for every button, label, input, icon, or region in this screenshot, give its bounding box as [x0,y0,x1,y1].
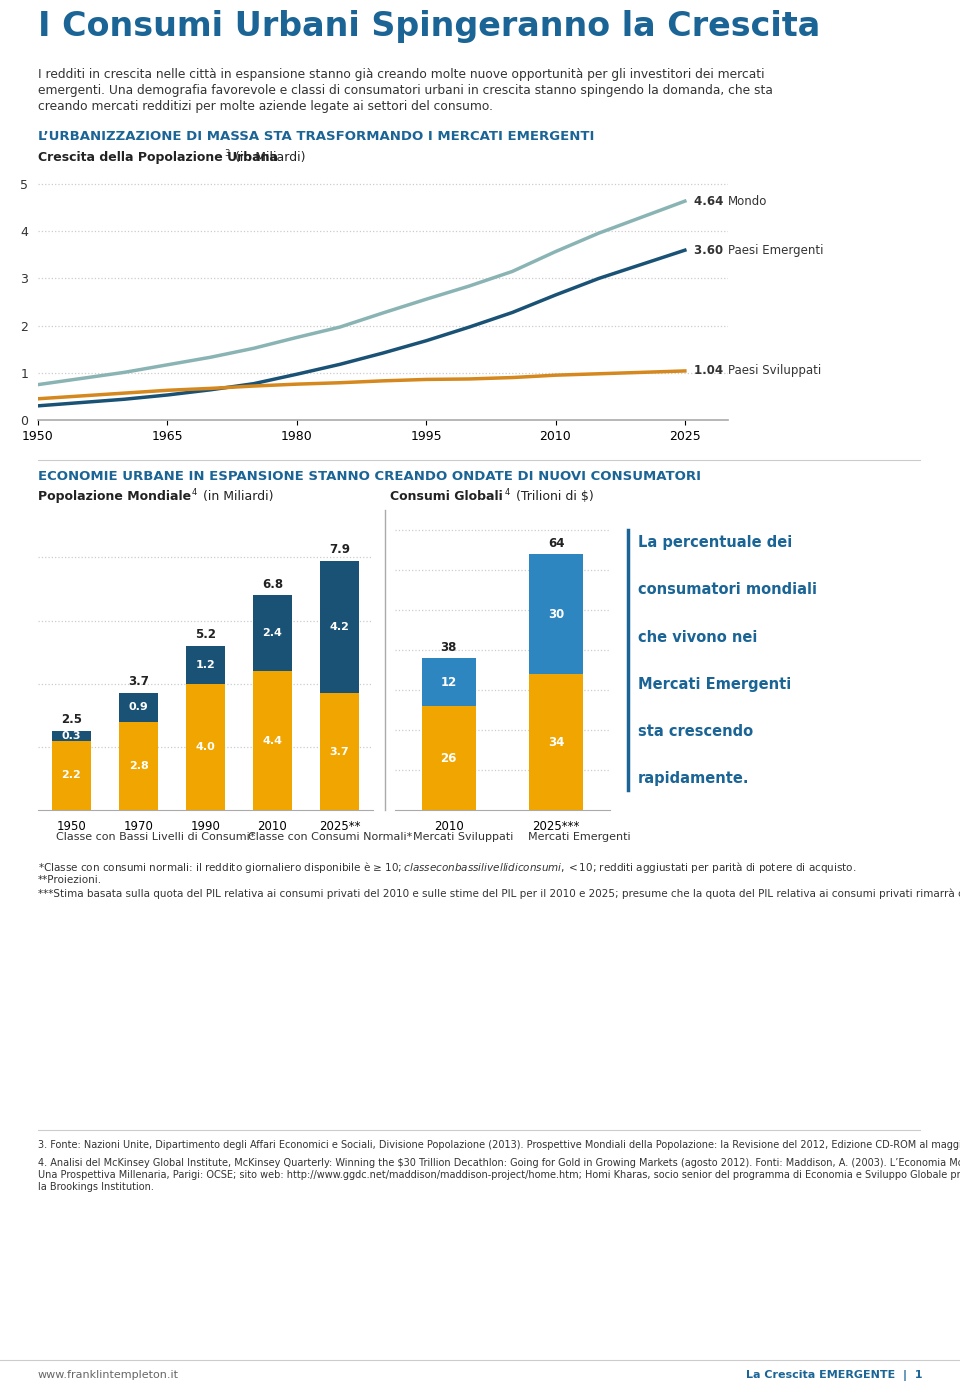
Text: 12: 12 [441,676,457,689]
Text: *Classe con consumi normali: il reddito giornaliero disponibile è ≥ $10; classe : *Classe con consumi normali: il reddito … [38,860,856,875]
Bar [253,671,292,810]
Text: 3.7: 3.7 [128,676,149,689]
Text: 4. Analisi del McKinsey Global Institute, McKinsey Quarterly: Winning the $30 Tr: 4. Analisi del McKinsey Global Institute… [38,1158,960,1168]
Text: (in Miliardi): (in Miliardi) [231,151,305,164]
Text: 1.04: 1.04 [693,364,731,378]
Text: L’URBANIZZAZIONE DI MASSA STA TRASFORMANDO I MERCATI EMERGENTI: L’URBANIZZAZIONE DI MASSA STA TRASFORMAN… [38,130,594,144]
Text: La percentuale dei: La percentuale dei [638,535,792,551]
Text: emergenti. Una demografia favorevole e classi di consumatori urbani in crescita : emergenti. Una demografia favorevole e c… [38,84,773,98]
Text: 3: 3 [224,149,229,158]
Text: ***Stima basata sulla quota del PIL relativa ai consumi privati del 2010 e sulle: ***Stima basata sulla quota del PIL rela… [38,888,960,899]
Text: 0.3: 0.3 [61,730,82,740]
Text: La Crescita EMERGENTE  |  1: La Crescita EMERGENTE | 1 [746,1370,922,1381]
Text: 4.0: 4.0 [196,742,215,751]
Text: 2.4: 2.4 [263,629,282,638]
Text: 2.8: 2.8 [129,761,149,771]
Bar [119,693,158,722]
Text: Mercati Emergenti: Mercati Emergenti [528,832,631,842]
Text: 4.4: 4.4 [262,736,282,746]
Text: Mondo: Mondo [728,195,767,208]
Text: Popolazione Mondiale: Popolazione Mondiale [38,491,191,503]
Text: **Proiezioni.: **Proiezioni. [38,875,102,885]
Text: 4.64: 4.64 [693,195,732,208]
Text: 3.60: 3.60 [693,244,731,256]
Text: 0.9: 0.9 [129,703,149,712]
Text: Paesi Sviluppati: Paesi Sviluppati [728,364,821,378]
Bar [421,658,475,705]
Text: 34: 34 [548,736,564,749]
Text: 4: 4 [192,488,197,498]
Text: 1.2: 1.2 [196,659,215,669]
Text: Una Prospettiva Millenaria, Parigi: OCSE; sito web: http://www.ggdc.net/maddison: Una Prospettiva Millenaria, Parigi: OCSE… [38,1170,960,1179]
Text: creando mercati redditizi per molte aziende legate ai settori del consumo.: creando mercati redditizi per molte azie… [38,100,493,113]
Text: consumatori mondiali: consumatori mondiali [638,583,817,597]
Bar [186,645,225,683]
Text: Mercati Emergenti: Mercati Emergenti [638,677,791,691]
Text: (Trilioni di $): (Trilioni di $) [512,491,593,503]
Text: Paesi Emergenti: Paesi Emergenti [728,244,824,256]
Bar [529,675,583,810]
Text: 3.7: 3.7 [329,747,349,757]
Text: Mercati Sviluppati: Mercati Sviluppati [413,832,514,842]
Text: Classe con Bassi Livelli di Consumi*: Classe con Bassi Livelli di Consumi* [56,832,255,842]
Text: che vivono nei: che vivono nei [638,630,757,644]
Text: 4: 4 [505,488,511,498]
Bar [320,560,359,693]
Text: 4.2: 4.2 [329,622,349,631]
Text: 5.2: 5.2 [195,629,216,641]
Text: 2.5: 2.5 [61,714,82,726]
Text: 26: 26 [441,751,457,764]
Text: 2.2: 2.2 [61,771,82,781]
Text: 64: 64 [548,537,564,551]
Bar [52,730,91,740]
Text: rapidamente.: rapidamente. [638,771,750,786]
Bar [119,722,158,810]
Bar [320,693,359,810]
Bar [253,595,292,671]
Bar [529,553,583,675]
Text: 38: 38 [441,641,457,654]
Text: Classe con Consumi Normali*: Classe con Consumi Normali* [248,832,412,842]
Text: 7.9: 7.9 [329,542,350,556]
Text: 6.8: 6.8 [262,577,283,591]
Bar [421,705,475,810]
Text: Consumi Globali: Consumi Globali [390,491,503,503]
Text: 3. Fonte: Nazioni Unite, Dipartimento degli Affari Economici e Sociali, Division: 3. Fonte: Nazioni Unite, Dipartimento de… [38,1140,960,1150]
Bar [186,683,225,810]
Text: la Brookings Institution.: la Brookings Institution. [38,1182,154,1192]
Text: 30: 30 [548,608,564,620]
Bar [52,740,91,810]
Text: (in Miliardi): (in Miliardi) [199,491,274,503]
Text: I redditi in crescita nelle città in espansione stanno già creando molte nuove o: I redditi in crescita nelle città in esp… [38,68,764,81]
Text: ECONOMIE URBANE IN ESPANSIONE STANNO CREANDO ONDATE DI NUOVI CONSUMATORI: ECONOMIE URBANE IN ESPANSIONE STANNO CRE… [38,470,701,482]
Text: www.franklintempleton.it: www.franklintempleton.it [38,1370,179,1380]
Text: I Consumi Urbani Spingeranno la Crescita: I Consumi Urbani Spingeranno la Crescita [38,10,820,43]
Text: sta crescendo: sta crescendo [638,723,754,739]
Text: Crescita della Popolazione Urbana: Crescita della Popolazione Urbana [38,151,278,164]
